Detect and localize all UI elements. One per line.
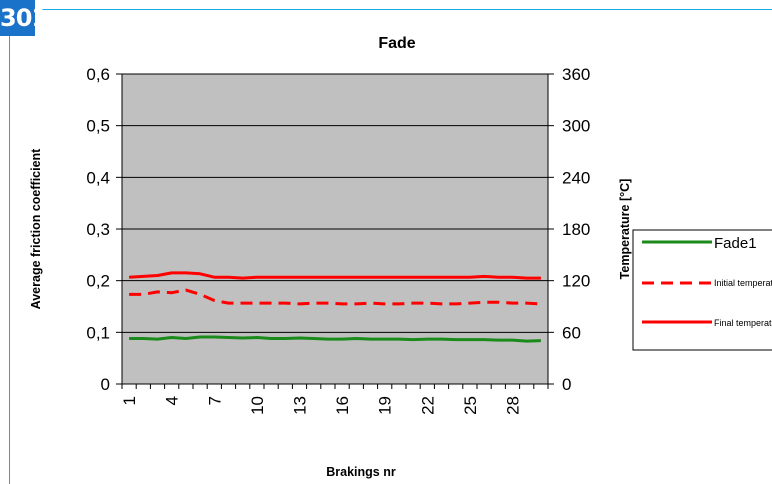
y2-axis-title: Temperature [°C] — [618, 179, 632, 280]
y-tick-label: 0,5 — [86, 117, 110, 136]
y2-tick-label: 360 — [562, 65, 590, 84]
y2-tick-label: 240 — [562, 168, 590, 187]
x-tick-label: 13 — [291, 396, 310, 415]
y-tick-label: 0 — [101, 375, 110, 394]
x-tick-label: 25 — [461, 396, 480, 415]
y2-tick-label: 60 — [562, 323, 581, 342]
x-tick-label: 10 — [248, 396, 267, 415]
y-axis-title: Average friction coefficient — [29, 148, 43, 310]
x-tick-label: 4 — [163, 396, 182, 405]
legend: Fade1 Initial temperature Final temperat… — [633, 230, 772, 350]
x-tick-label: 19 — [376, 396, 395, 415]
chart-title: Fade — [378, 35, 415, 52]
y-tick-label: 0,1 — [86, 323, 110, 342]
x-tick-label: 1 — [120, 396, 139, 405]
y2-tick-label: 120 — [562, 272, 590, 291]
x-axis-title: Brakings nr — [326, 465, 396, 479]
x-tick-label: 7 — [205, 396, 224, 405]
y-tick-label: 0,2 — [86, 272, 110, 291]
legend-label-fade1: Fade1 — [714, 235, 757, 252]
legend-label-final-temperature: Final temperature — [714, 318, 772, 328]
x-tick-label: 22 — [418, 396, 437, 415]
y-tick-label: 0,4 — [86, 168, 110, 187]
y-tick-label: 0,3 — [86, 220, 110, 239]
y-tick-label: 0,6 — [86, 65, 110, 84]
x-tick-label: 28 — [504, 396, 523, 415]
y2-tick-label: 0 — [562, 375, 571, 394]
x-tick-label: 16 — [333, 396, 352, 415]
legend-label-initial-temperature: Initial temperature — [714, 278, 772, 288]
y2-tick-label: 180 — [562, 220, 590, 239]
y2-tick-label: 300 — [562, 117, 590, 136]
